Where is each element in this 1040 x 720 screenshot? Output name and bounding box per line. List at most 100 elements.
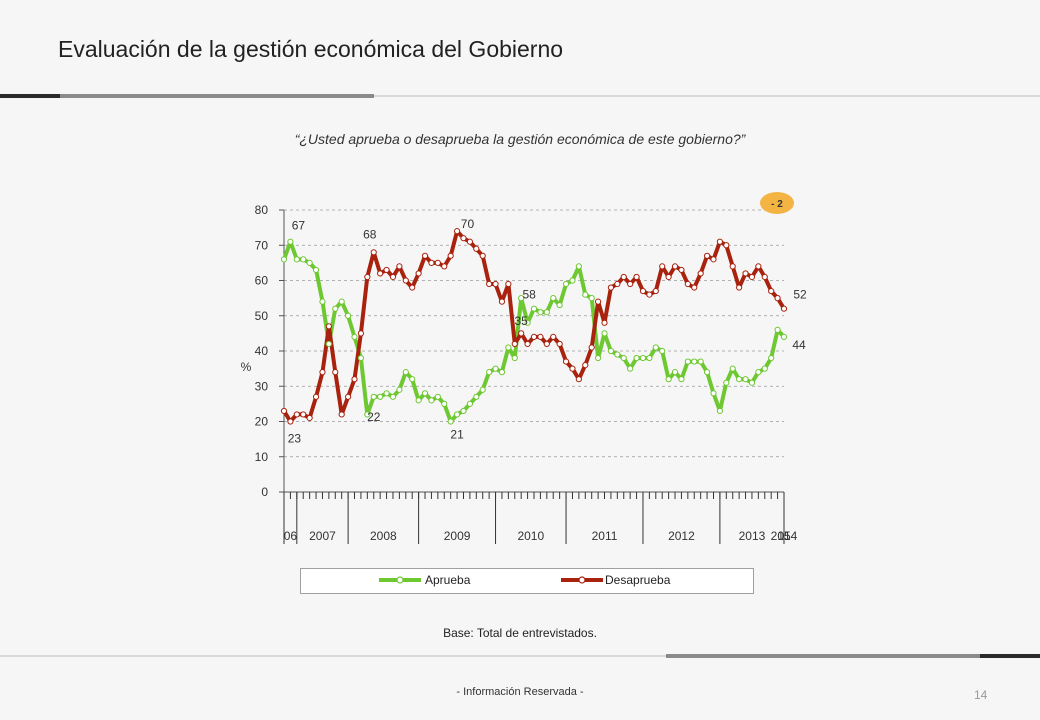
- y-tick-label: 60: [255, 274, 269, 288]
- data-point-desaprueba: [383, 266, 390, 274]
- data-point-desaprueba: [652, 287, 659, 295]
- data-point-aprueba: [768, 354, 775, 362]
- data-point-aprueba: [511, 354, 518, 362]
- data-point-desaprueba: [396, 263, 403, 270]
- data-label-desaprueba: 58: [522, 287, 536, 301]
- data-point-aprueba: [736, 376, 743, 383]
- series-line-desaprueba: [282, 229, 786, 424]
- data-point-desaprueba: [498, 298, 506, 305]
- y-tick-label: 30: [255, 379, 269, 393]
- data-point-desaprueba: [620, 273, 627, 281]
- change-badge: [760, 192, 794, 214]
- y-tick-label: 70: [255, 238, 269, 252]
- data-point-desaprueba: [357, 330, 365, 337]
- legend-label-desaprueba: Desaprueba: [605, 573, 671, 587]
- data-point-aprueba: [453, 411, 461, 418]
- data-point-desaprueba: [659, 263, 666, 270]
- data-point-desaprueba: [345, 393, 352, 400]
- data-point-aprueba: [530, 305, 538, 312]
- data-point-desaprueba: [537, 333, 544, 340]
- data-point-aprueba: [761, 365, 768, 372]
- data-point-aprueba: [691, 358, 698, 365]
- y-tick-label: 50: [255, 309, 269, 323]
- data-point-aprueba: [601, 330, 608, 337]
- y-tick-label: 40: [255, 344, 269, 358]
- data-point-desaprueba: [409, 284, 416, 291]
- data-point-aprueba: [300, 256, 307, 263]
- data-point-desaprueba: [447, 252, 454, 259]
- data-point-desaprueba: [691, 284, 698, 291]
- data-point-desaprueba: [665, 273, 672, 281]
- data-label-aprueba: 67: [292, 219, 306, 233]
- y-axis-label: %: [241, 360, 252, 374]
- data-point-aprueba: [569, 277, 576, 284]
- data-point-aprueba: [716, 407, 723, 415]
- data-point-desaprueba: [627, 280, 634, 288]
- data-point-aprueba: [703, 369, 711, 376]
- data-point-aprueba: [338, 298, 345, 305]
- data-point-aprueba: [543, 309, 550, 316]
- x-period-label: 2010: [517, 529, 544, 543]
- data-point-aprueba: [421, 390, 429, 397]
- x-period-label: 2014: [771, 529, 798, 543]
- data-point-aprueba: [434, 393, 441, 400]
- data-point-aprueba: [659, 347, 666, 355]
- data-point-aprueba: [729, 365, 736, 372]
- data-point-desaprueba: [364, 273, 371, 281]
- x-period-label: 15: [777, 529, 791, 543]
- data-point-aprueba: [357, 354, 365, 362]
- data-point-aprueba: [646, 354, 653, 362]
- base-note: Base: Total de entrevistados.: [443, 626, 597, 640]
- data-point-aprueba: [479, 386, 486, 393]
- data-point-aprueba: [633, 354, 640, 362]
- data-point-desaprueba: [460, 235, 467, 242]
- data-point-aprueba: [364, 411, 371, 418]
- y-tick-label: 10: [255, 450, 269, 464]
- y-tick-label: 20: [255, 415, 269, 429]
- data-point-desaprueba: [582, 362, 589, 369]
- data-point-aprueba: [473, 393, 480, 400]
- data-point-desaprueba: [338, 411, 345, 418]
- data-point-desaprueba: [543, 340, 550, 348]
- data-point-desaprueba: [312, 393, 320, 400]
- data-point-desaprueba: [607, 284, 615, 291]
- data-point-desaprueba: [678, 266, 685, 274]
- data-point-desaprueba: [511, 340, 518, 348]
- data-point-aprueba: [710, 390, 717, 397]
- data-point-desaprueba: [332, 369, 339, 376]
- data-point-aprueba: [441, 400, 448, 407]
- data-point-desaprueba: [550, 333, 557, 340]
- page-number: 14: [974, 688, 988, 702]
- data-point-aprueba: [639, 354, 647, 362]
- data-point-desaprueba: [325, 323, 332, 330]
- data-point-aprueba: [466, 400, 473, 407]
- data-point-desaprueba: [287, 418, 294, 425]
- data-point-desaprueba: [671, 263, 679, 270]
- data-point-aprueba: [287, 238, 294, 245]
- data-point-desaprueba: [575, 376, 582, 383]
- data-point-aprueba: [774, 326, 781, 333]
- data-point-aprueba: [678, 376, 685, 383]
- data-point-desaprueba: [505, 280, 512, 288]
- data-point-desaprueba: [729, 263, 736, 270]
- data-point-desaprueba: [530, 333, 538, 340]
- data-point-aprueba: [780, 333, 788, 340]
- data-point-desaprueba: [723, 242, 730, 249]
- data-point-aprueba: [319, 298, 326, 305]
- data-point-desaprueba: [293, 411, 300, 418]
- data-point-desaprueba: [748, 273, 756, 281]
- data-point-aprueba: [505, 344, 512, 351]
- data-point-aprueba: [697, 358, 704, 365]
- top-divider: [0, 94, 1040, 98]
- data-point-aprueba: [684, 358, 691, 365]
- data-point-aprueba: [537, 309, 544, 316]
- data-point-desaprueba: [562, 358, 570, 365]
- data-point-desaprueba: [595, 298, 602, 305]
- data-point-desaprueba: [518, 330, 525, 337]
- data-point-desaprueba: [684, 280, 691, 288]
- data-point-desaprueba: [421, 252, 429, 259]
- data-point-desaprueba: [780, 305, 788, 312]
- data-point-desaprueba: [774, 295, 781, 302]
- data-point-aprueba: [332, 305, 339, 312]
- data-label-desaprueba: 52: [793, 288, 807, 302]
